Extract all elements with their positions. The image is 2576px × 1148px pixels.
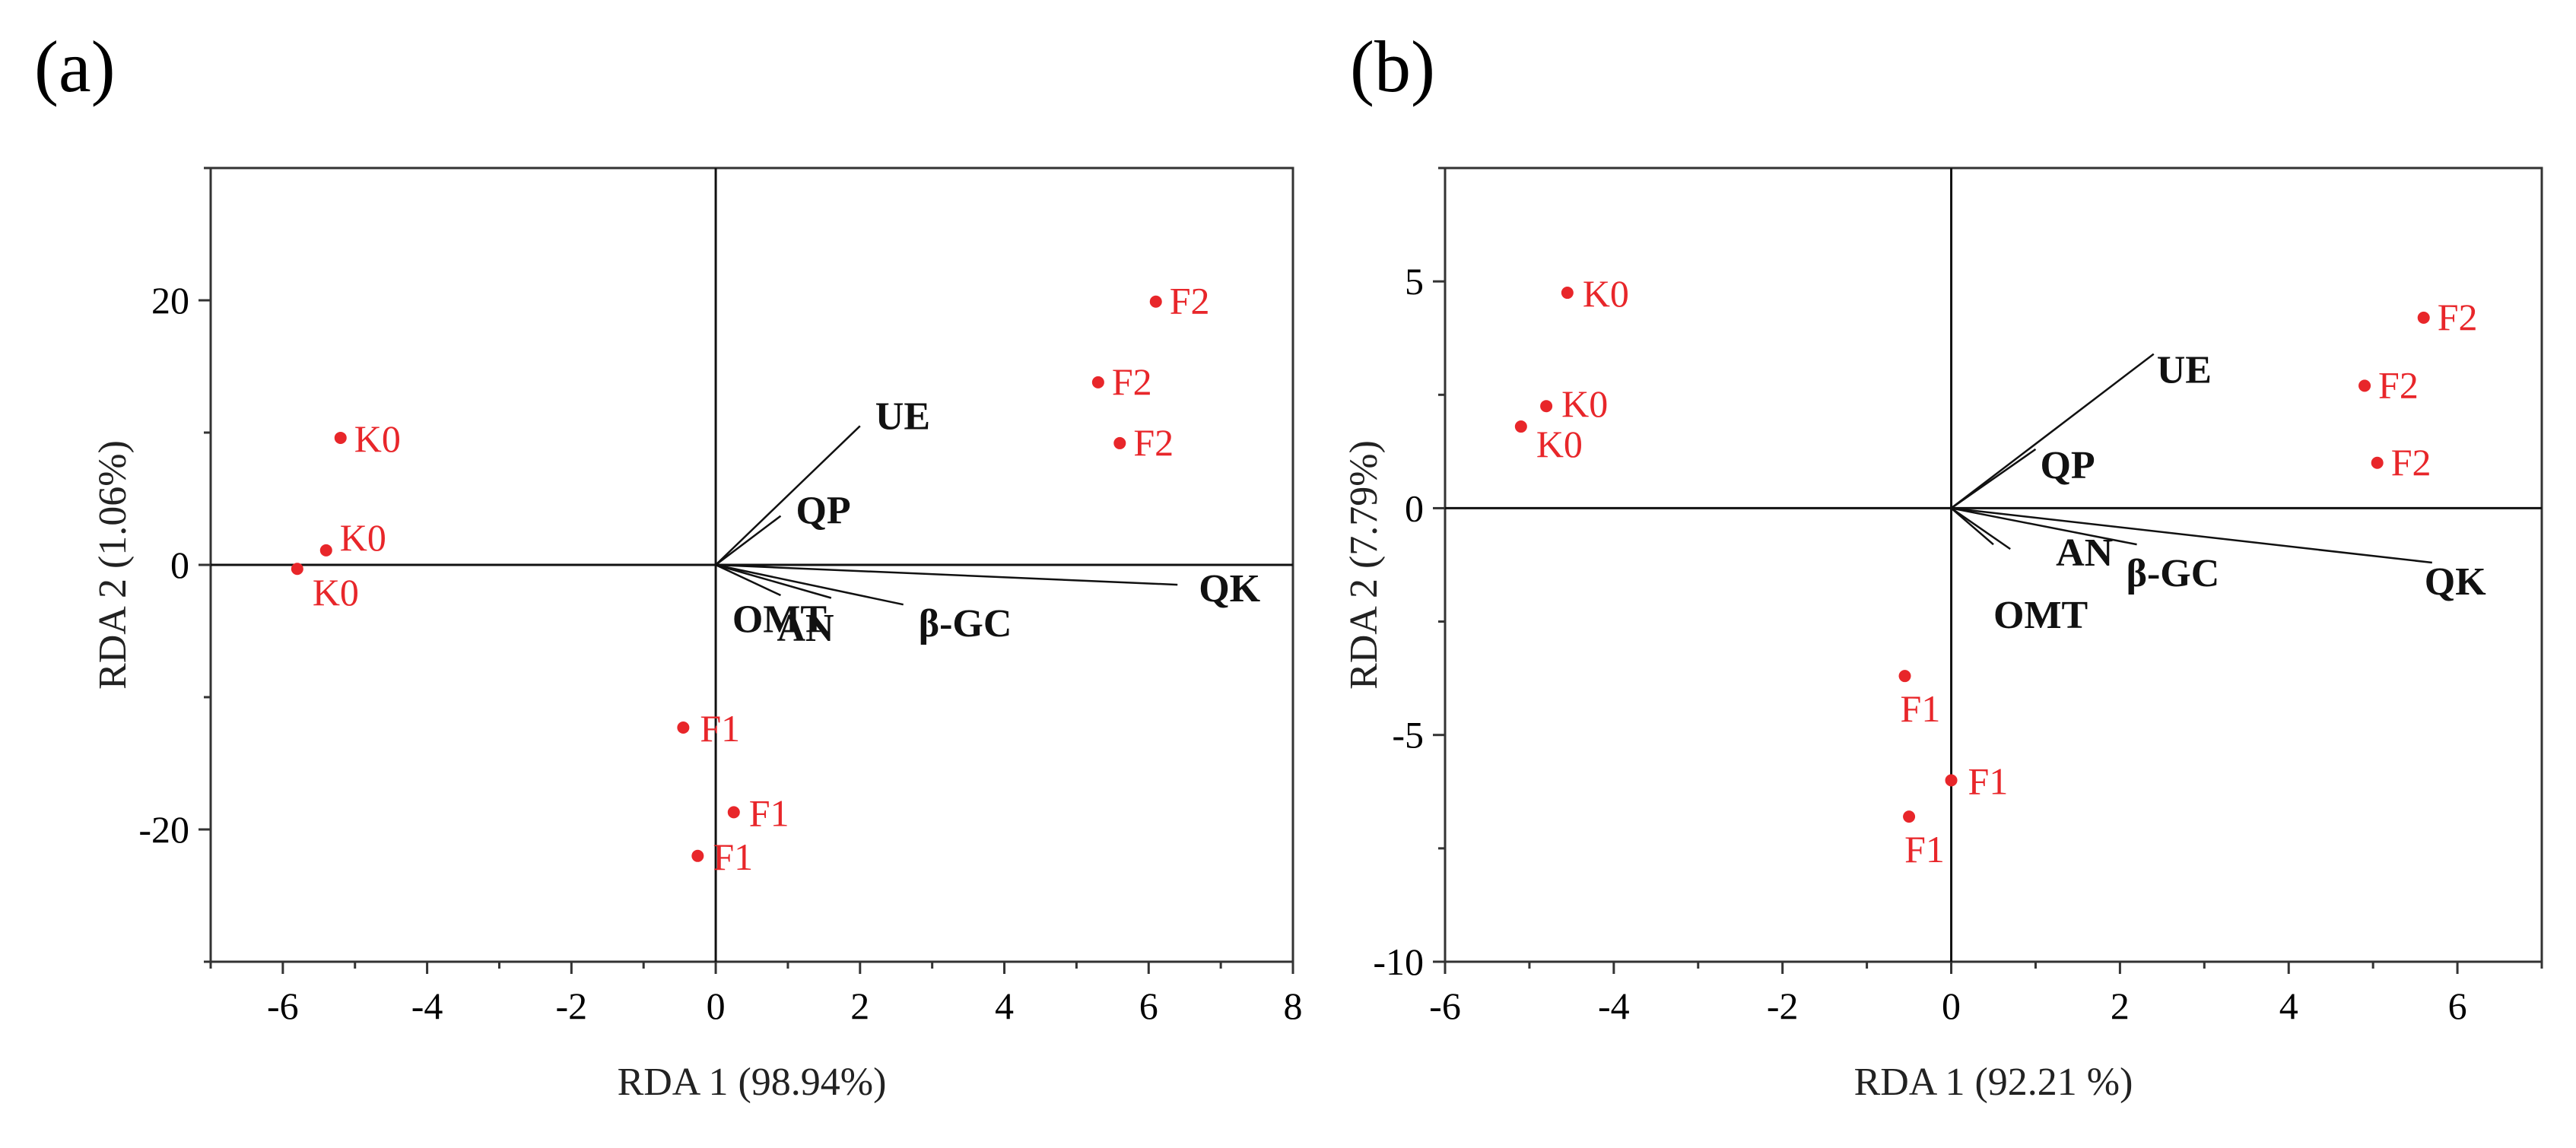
sample-point [2417,311,2430,324]
x-axis-title: RDA 1 (98.94%) [618,1061,887,1104]
x-axis-title: RDA 1 (92.21 %) [1854,1061,2133,1104]
vector-label: QP [796,490,850,533]
sample-point [691,849,704,862]
sample-point-label: K0 [340,516,386,559]
vector-line [716,563,1178,586]
vector-label: β-GC [919,602,1012,645]
sample-point-label: F1 [749,791,789,834]
x-tick-label: -4 [411,985,443,1027]
sample-point-label: K0 [1583,272,1629,315]
sample-point [1091,376,1104,388]
panel-b: (b) -6 -4 -2 0 2 4 6 -10 -5 0 5 RDA 1 (92.21 %) RDA … [1342,26,2543,1104]
sample-point [1514,420,1527,433]
vector-label: β-GC [2127,552,2220,595]
sample-point [1561,287,1574,300]
vector-label: QK [2425,560,2486,604]
x-tick-label: 6 [1139,985,1158,1027]
sample-point-label: F2 [2391,441,2431,484]
vector-line [715,563,904,606]
vector-label: UE [875,395,930,438]
vector-label: OMT [1993,594,2088,637]
vector-line [1950,507,2011,550]
vector-line [715,425,861,566]
sample-point-label: F1 [1901,687,1941,730]
sample-point [1903,810,1916,823]
panel-b-label: (b) [1350,26,1435,107]
vector-line [1951,507,2432,564]
vector-line [1950,507,1994,546]
vector-label: AN [777,607,834,650]
panel-a-label: (a) [34,26,116,107]
sample-point-label: K0 [313,571,359,614]
y-axis-title: RDA 2 (1.06%) [91,440,135,690]
x-tick-label: 4 [995,985,1014,1027]
sample-point [1113,436,1126,449]
y-tick-label: -10 [1373,940,1424,983]
sample-point-label: K0 [1561,382,1608,425]
sample-point [2358,379,2371,392]
sample-point [727,806,740,819]
vector-line [715,515,782,566]
plot-frame [1444,166,2543,963]
sample-point-label: F2 [1133,421,1174,464]
sample-point-label: F1 [1968,760,2009,802]
sample-point-label: K0 [354,417,401,460]
x-tick-label: -2 [556,985,588,1027]
sample-point-label: F2 [1112,360,1152,403]
vector-line [1950,353,2155,509]
x-tick-label: 2 [2111,985,2130,1027]
x-tick-label: -2 [1767,985,1799,1027]
vector-line [1950,448,2037,509]
y-tick-label: 5 [1405,260,1424,303]
x-tick-label: 8 [1284,985,1303,1027]
vector-label: OMT [732,598,827,642]
y-tick-label: 20 [151,279,189,322]
sample-point-label: K0 [1536,423,1583,465]
x-tick-label: 6 [2448,985,2467,1027]
vector-label: QK [1199,567,1260,610]
vector-label: QP [2040,444,2095,487]
x-tick-label: -4 [1598,985,1630,1027]
y-tick-label: 0 [170,544,189,586]
x-tick-label: 4 [2279,985,2298,1027]
x-tick-label: 0 [707,985,726,1027]
x-tick-label: -6 [267,985,299,1027]
vector-line [715,563,781,597]
sample-point [2371,456,2384,469]
sample-point [1945,774,1958,787]
sample-point [1898,670,1911,683]
sample-point [291,563,303,576]
y-tick-label: 0 [1405,487,1424,529]
sample-point [334,431,347,444]
x-tick-label: -6 [1429,985,1461,1027]
vector-label: UE [2157,349,2212,392]
sample-point-label: F1 [700,707,740,750]
sample-point-label: F2 [2378,363,2419,406]
sample-point [1540,400,1553,413]
sample-point [677,721,690,734]
x-tick-label: 0 [1942,985,1961,1027]
y-tick-label: -5 [1392,714,1424,756]
sample-point [1149,295,1162,308]
vector-line [1951,507,2137,546]
sample-point [319,544,332,557]
sample-point-label: F1 [713,836,753,878]
sample-point-label: F2 [1170,280,1210,322]
y-axis-title: RDA 2 (7.79%) [1342,440,1386,690]
sample-point-label: F1 [1904,828,1945,871]
y-tick-label: -20 [138,808,189,851]
sample-point-label: F2 [2438,296,2478,338]
vector-line [715,563,832,599]
x-tick-label: 2 [850,985,869,1027]
